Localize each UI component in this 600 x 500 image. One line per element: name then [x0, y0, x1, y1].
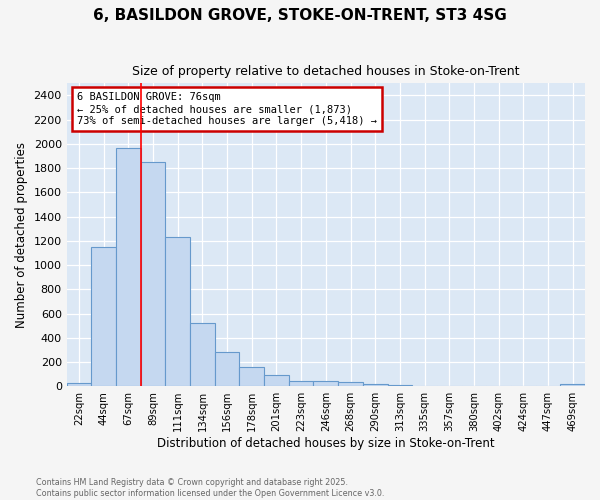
Bar: [239, 368, 264, 386]
Bar: [289, 381, 313, 386]
Y-axis label: Number of detached properties: Number of detached properties: [15, 142, 28, 328]
Text: 6, BASILDON GROVE, STOKE-ON-TRENT, ST3 4SG: 6, BASILDON GROVE, STOKE-ON-TRENT, ST3 4…: [93, 8, 507, 22]
Text: 6 BASILDON GROVE: 76sqm
← 25% of detached houses are smaller (1,873)
73% of semi: 6 BASILDON GROVE: 76sqm ← 25% of detache…: [77, 92, 377, 126]
Title: Size of property relative to detached houses in Stoke-on-Trent: Size of property relative to detached ho…: [132, 65, 520, 78]
Bar: [166, 237, 190, 386]
Bar: [215, 352, 239, 386]
Bar: [363, 384, 388, 386]
Bar: [264, 374, 289, 386]
Bar: [190, 323, 215, 386]
Bar: [67, 382, 91, 386]
Bar: [560, 384, 585, 386]
X-axis label: Distribution of detached houses by size in Stoke-on-Trent: Distribution of detached houses by size …: [157, 437, 494, 450]
Text: Contains HM Land Registry data © Crown copyright and database right 2025.
Contai: Contains HM Land Registry data © Crown c…: [36, 478, 385, 498]
Bar: [141, 162, 166, 386]
Bar: [116, 148, 141, 386]
Bar: [388, 385, 412, 386]
Bar: [91, 247, 116, 386]
Bar: [338, 382, 363, 386]
Bar: [313, 381, 338, 386]
